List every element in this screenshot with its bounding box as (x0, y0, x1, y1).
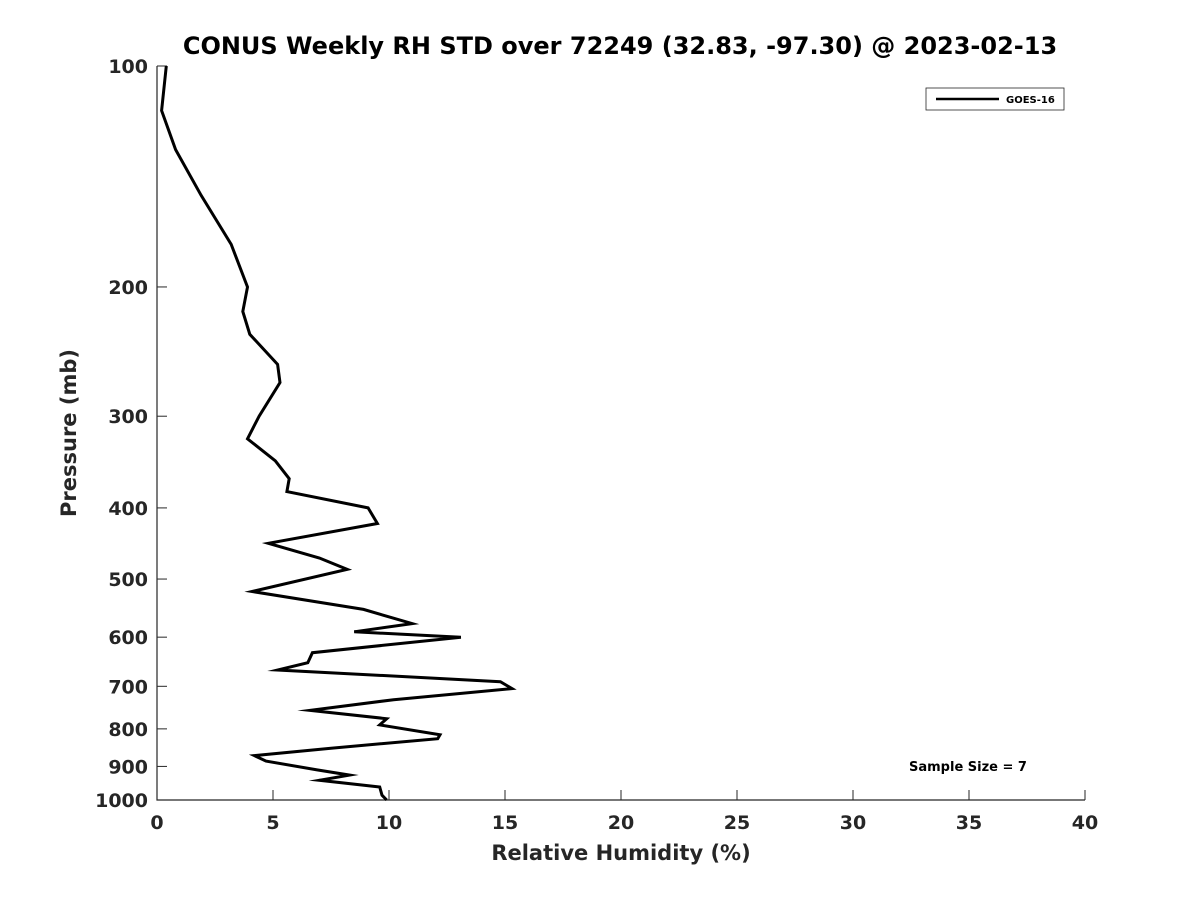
x-axis-label: Relative Humidity (%) (491, 841, 750, 865)
y-axis-label: Pressure (mb) (57, 349, 81, 517)
y-tick-label: 400 (108, 498, 148, 520)
y-tick-label: 1000 (95, 790, 148, 812)
x-tick-label: 40 (1072, 812, 1098, 834)
legend: GOES-16 (925, 87, 1065, 111)
x-tick-label: 0 (150, 812, 163, 834)
axes-frame (156, 66, 1085, 801)
chart-title: CONUS Weekly RH STD over 72249 (32.83, -… (183, 32, 1057, 60)
x-axis-ticks: 0 5 10 15 20 25 30 35 40 (150, 790, 1098, 834)
x-tick-label: 10 (376, 812, 402, 834)
y-tick-label: 100 (108, 56, 148, 78)
x-tick-label: 30 (840, 812, 866, 834)
y-tick-label: 900 (108, 756, 148, 778)
y-axis-ticks: 100 200 300 400 500 600 700 800 900 1000 (95, 56, 167, 812)
series-line-goes-16 (160, 65, 517, 802)
y-tick-label: 300 (108, 406, 148, 428)
y-tick-label: 600 (108, 627, 148, 649)
plot-area: 0 5 10 15 20 25 30 35 40 100 200 300 400 500 600 700 80… (95, 56, 1098, 834)
y-tick-label: 800 (108, 719, 148, 741)
y-tick-label: 700 (108, 676, 148, 698)
x-tick-label: 25 (724, 812, 750, 834)
x-tick-label: 20 (608, 812, 634, 834)
legend-entry-goes-16: GOES-16 (1006, 95, 1055, 106)
x-tick-label: 5 (266, 812, 279, 834)
y-tick-label: 500 (108, 569, 148, 591)
sample-size-annotation: Sample Size = 7 (909, 760, 1027, 775)
y-tick-label: 200 (108, 277, 148, 299)
x-tick-label: 15 (492, 812, 518, 834)
x-tick-label: 35 (956, 812, 982, 834)
series-layer (160, 65, 517, 802)
